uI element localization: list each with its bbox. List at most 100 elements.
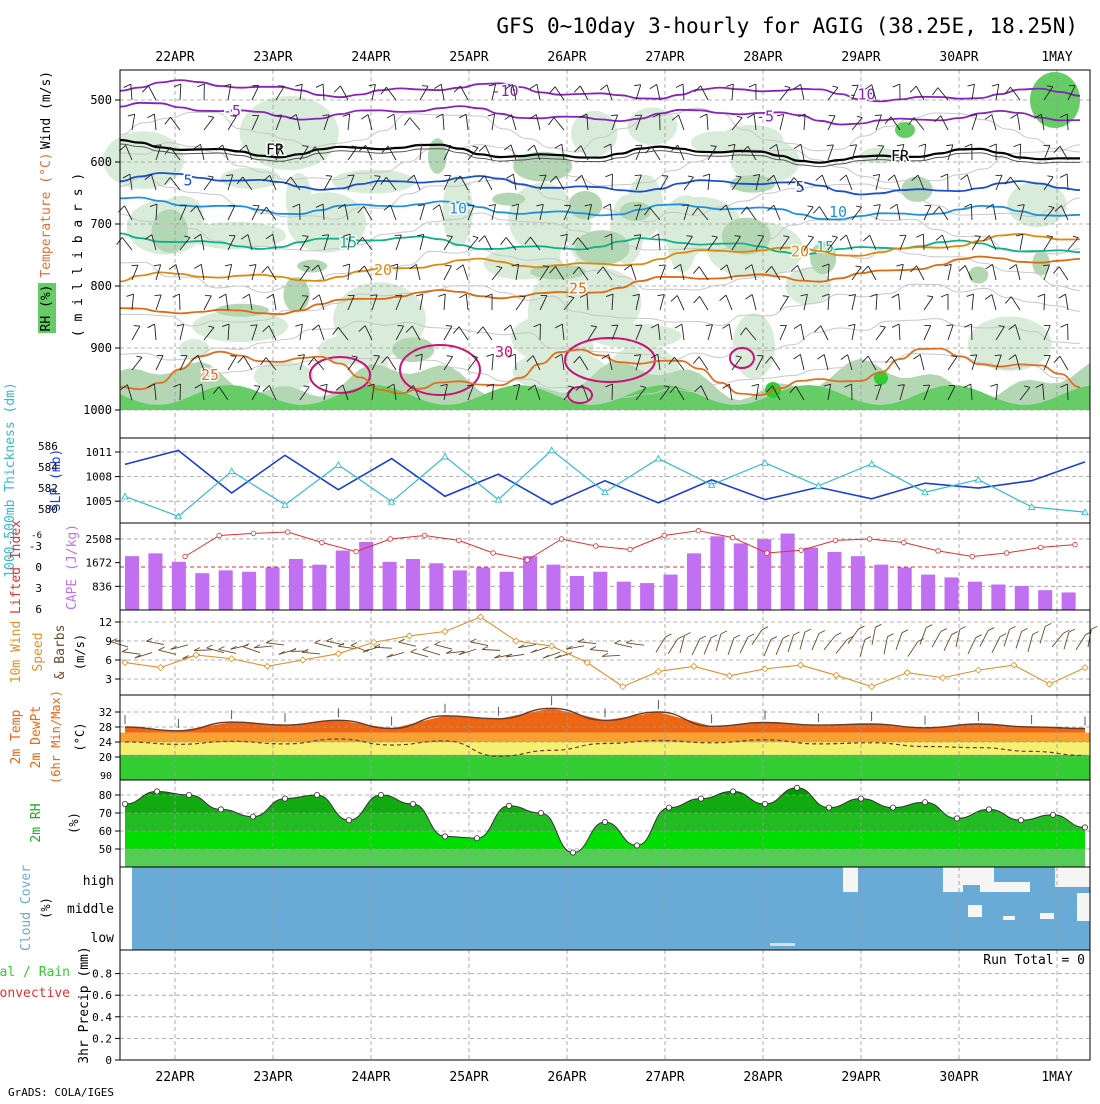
upper-barb-shaft <box>1059 267 1068 280</box>
upper-barb-shaft <box>228 356 236 370</box>
cape-bar <box>148 553 162 610</box>
upper-barb-feather <box>459 294 466 298</box>
thickness-marker <box>229 468 235 474</box>
upper-barb-shaft <box>348 114 350 130</box>
upper-barb-feather <box>703 174 710 176</box>
upper-barb-shaft <box>149 86 156 100</box>
panel4-frame <box>120 610 1090 695</box>
panel8-grid <box>120 950 1090 1060</box>
upper-barb-feather <box>1038 294 1045 297</box>
upper-barb-feather <box>965 144 972 147</box>
pressure-tick-label-1: 600 <box>90 155 112 169</box>
upper-barb-feather <box>417 234 424 235</box>
bottom-date-label: 1MAY <box>1041 1070 1072 1085</box>
upper-barb-shaft <box>300 324 302 340</box>
thickness-marker <box>975 477 981 483</box>
cloud-gap-low <box>770 943 795 946</box>
cape-bar <box>945 577 959 610</box>
rh2m-marker <box>378 792 383 797</box>
cloud-gap-mid <box>1077 893 1090 921</box>
surface-barb-feather <box>482 646 488 649</box>
surface-barb-feather <box>783 635 789 638</box>
upper-barb-feather <box>302 296 308 297</box>
upper-barb-feather <box>840 235 847 240</box>
upper-barb-feather <box>726 84 733 86</box>
upper-barb-shaft <box>607 85 612 100</box>
isotherm-label: 30 <box>495 343 513 361</box>
surface-barb-shaft <box>728 638 734 655</box>
surface-barb-feather <box>771 637 777 640</box>
surface-barb-shaft <box>1052 633 1063 647</box>
upper-barb-shaft <box>651 146 660 160</box>
upper-barb-shaft <box>924 206 931 220</box>
upper-barb-feather <box>549 87 555 94</box>
rh2m-band <box>120 849 1090 867</box>
cape-bar <box>406 559 420 610</box>
panel-precip: 0.80.60.40.20 Run Total = 0 Total / Rain… <box>0 946 1090 1067</box>
slp-tick-label: 1008 <box>86 471 113 484</box>
upper-barb-shaft <box>122 237 132 250</box>
thickness-line <box>125 450 1085 516</box>
rh-light-blob <box>627 108 677 145</box>
upper-barb-feather <box>249 265 256 266</box>
surface-barb-shaft <box>374 647 392 648</box>
upper-barb-feather <box>548 118 553 125</box>
temp-band-green <box>120 755 1090 780</box>
upper-barb-feather <box>985 115 992 120</box>
upper-barb-feather <box>374 176 380 177</box>
surface-barb-shaft <box>656 637 665 652</box>
cape-bar <box>804 548 818 610</box>
upper-barb-shaft <box>463 265 468 280</box>
upper-barb-feather <box>501 237 507 244</box>
upper-barb-feather <box>749 84 756 87</box>
wind-speed-marker <box>442 629 448 635</box>
cape-bar <box>523 556 537 610</box>
isotherm-label: 10 <box>829 203 847 221</box>
wind-speed-marker <box>1082 665 1088 671</box>
rh2m-marker <box>794 785 799 790</box>
upper-barb-feather <box>422 86 428 87</box>
upper-barb-feather <box>504 325 511 330</box>
upper-barb-shaft <box>852 324 855 340</box>
upper-barb-feather <box>832 86 837 87</box>
upper-barb-feather <box>530 84 537 88</box>
surface-barb-feather <box>902 630 908 633</box>
upper-barb-shaft <box>852 294 855 310</box>
upper-barb-feather <box>964 384 971 388</box>
upper-barb-feather <box>507 174 514 178</box>
upper-barb-shaft <box>319 325 324 340</box>
upper-barb-feather <box>267 294 274 298</box>
wind-speed-marker <box>691 663 697 669</box>
cloud-gap-high <box>943 867 963 892</box>
temp-tick-label: 32 <box>99 706 112 719</box>
upper-barb-shaft <box>967 175 972 190</box>
cape-bar <box>265 568 279 611</box>
surface-barb-feather <box>423 647 429 650</box>
upper-barb-shaft <box>466 294 468 310</box>
panel8-frame <box>120 950 1090 1060</box>
rh2m-marker <box>314 792 319 797</box>
upper-barb-shaft <box>252 265 256 280</box>
upper-barb-shaft <box>268 266 276 280</box>
upper-barb-feather <box>720 295 727 301</box>
upper-barb-feather <box>848 324 855 326</box>
rh2m-marker <box>1082 825 1087 830</box>
precip-tick-label: 0 <box>105 1054 112 1067</box>
upper-barb-shaft <box>631 265 636 280</box>
upper-barb-shaft <box>800 354 804 370</box>
wind-speed-marker <box>335 651 341 657</box>
upper-barb-shaft <box>485 145 492 160</box>
upper-barb-shaft <box>992 295 996 310</box>
rh2m-marker <box>666 805 671 810</box>
pressure-tick-label-0: 500 <box>90 93 112 107</box>
upper-barb-feather <box>986 264 993 269</box>
upper-barb-shaft <box>876 327 885 340</box>
upper-barb-feather <box>675 324 682 328</box>
cloud-gap-high <box>994 882 1030 892</box>
upper-barb-feather <box>320 384 327 386</box>
